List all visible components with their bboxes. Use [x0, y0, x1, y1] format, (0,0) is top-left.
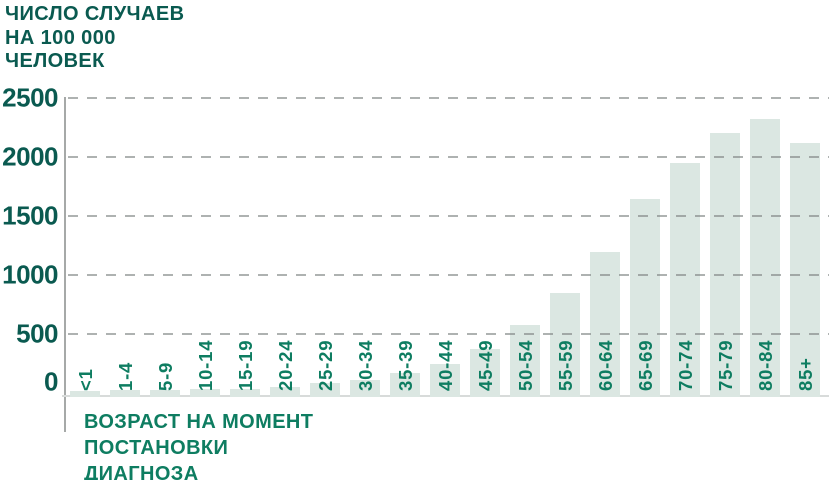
x-axis-label: ВОЗРАСТ НА МОМЕНТ ПОСТАНОВКИ ДИАГНОЗА [84, 411, 314, 480]
bar-85+ [790, 143, 820, 398]
bar-75-79 [710, 133, 740, 398]
bar-80-84 [750, 119, 780, 398]
bar-label-25-29: 25-29 [314, 339, 336, 391]
bar-label-80-84: 80-84 [754, 339, 776, 391]
bar-label-35-39: 35-39 [394, 339, 416, 391]
bar-label-40-44: 40-44 [434, 339, 456, 391]
y-axis-line [64, 97, 66, 432]
bar-label-1-4: 1-4 [114, 361, 136, 391]
bar-label-<1: <1 [74, 368, 96, 391]
bar-label-15-19: 15-19 [234, 339, 256, 391]
bar-label-45-49: 45-49 [474, 339, 496, 391]
gridline-2000 [68, 155, 829, 158]
chart-title: ЧИСЛО СЛУЧАЕВ НА 100 000 ЧЕЛОВЕК [5, 3, 185, 72]
y-tick-label-1000: 1000 [2, 259, 58, 290]
bar-label-75-79: 75-79 [714, 339, 736, 391]
bar-label-65-69: 65-69 [634, 339, 656, 391]
y-tick-label-2500: 2500 [2, 82, 58, 113]
bar-55-59 [550, 293, 580, 398]
bar-60-64 [590, 252, 620, 398]
y-tick-label-2000: 2000 [2, 141, 58, 172]
gridline-1000 [68, 273, 829, 276]
bar-15-19 [230, 388, 260, 398]
y-tick-label-500: 500 [16, 318, 58, 349]
bar-65-69 [630, 199, 660, 398]
bar-20-24 [270, 386, 300, 398]
gridline-1500 [68, 214, 829, 217]
bar-label-20-24: 20-24 [274, 339, 296, 391]
bar-label-5-9: 5-9 [154, 361, 176, 391]
bar-label-55-59: 55-59 [554, 339, 576, 391]
y-tick-label-0: 0 [44, 366, 58, 397]
bar-label-70-74: 70-74 [674, 339, 696, 391]
bar-<1 [70, 390, 100, 398]
bar-label-60-64: 60-64 [594, 339, 616, 391]
bar-70-74 [670, 162, 700, 398]
bar-25-29 [310, 383, 340, 398]
gridline-500 [68, 332, 829, 335]
bar-10-14 [190, 389, 220, 398]
bar-label-50-54: 50-54 [514, 339, 536, 391]
bar-45-49 [470, 348, 500, 398]
bar-40-44 [430, 363, 460, 398]
bar-label-10-14: 10-14 [194, 339, 216, 391]
bar-35-39 [390, 373, 420, 398]
bar-30-34 [350, 379, 380, 398]
bar-50-54 [510, 325, 540, 398]
gridline-2500 [68, 97, 829, 99]
bar-label-85+: 85+ [794, 357, 816, 391]
bar-5-9 [150, 390, 180, 398]
bar-1-4 [110, 390, 140, 398]
y-tick-label-1500: 1500 [2, 200, 58, 231]
bar-label-30-34: 30-34 [354, 339, 376, 391]
